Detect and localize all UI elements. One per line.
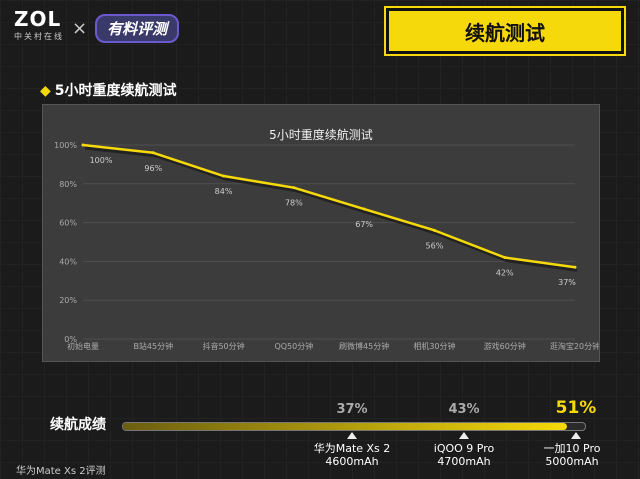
x-tick-label: B站45分钟	[133, 341, 173, 351]
data-point	[503, 256, 507, 260]
device-battery: 4700mAh	[437, 455, 491, 468]
footer-caption: 华为Mate Xs 2评测	[16, 466, 106, 477]
data-label: 67%	[355, 220, 373, 229]
device-battery: 4600mAh	[325, 455, 379, 468]
y-tick-label: 20%	[59, 296, 77, 305]
data-label: 42%	[496, 269, 514, 278]
data-label: 84%	[215, 187, 233, 196]
score-percent: 43%	[448, 402, 480, 417]
device-name: iQOO 9 Pro	[433, 442, 495, 455]
x-tick-label: 逛淘宝20分钟	[550, 341, 599, 351]
data-point	[222, 174, 226, 178]
score-marker-icon	[459, 432, 469, 439]
data-point	[151, 151, 155, 155]
score-marker-icon	[571, 432, 581, 439]
device-label: iQOO 9 Pro 4700mAh	[434, 442, 494, 468]
series-line	[82, 143, 576, 269]
score-label: 续航成绩	[50, 417, 106, 433]
chart-title: 5小时重度续航测试	[269, 127, 373, 142]
score-marker-icon	[347, 432, 357, 439]
device-name: 一加10 Pro	[543, 442, 601, 455]
data-point	[362, 207, 366, 211]
data-label: 96%	[144, 164, 162, 173]
score-track	[122, 422, 586, 431]
data-label: 78%	[285, 199, 303, 208]
x-tick-label: 抖音50分钟	[202, 341, 244, 351]
data-point	[573, 265, 577, 269]
section-title: 5小时重度续航测试	[54, 83, 177, 99]
page-title: 续航测试	[386, 8, 624, 54]
zol-logo-subtitle: 中关村在线	[14, 32, 64, 41]
zol-logo-text: ZOL	[14, 7, 62, 31]
data-label: 37%	[558, 278, 576, 287]
data-point	[292, 186, 296, 190]
x-tick-label: 刷微博45分钟	[339, 341, 389, 351]
battery-line-chart: 5小时重度续航测试 0% 20% 40% 60% 80% 100% 初始电量 B站45分钟 抖音5…	[54, 127, 599, 351]
x-tick-label: QQ50分钟	[274, 341, 313, 351]
x-tick-label: 相机30分钟	[413, 341, 455, 351]
collab-logo: 有料评测	[95, 13, 180, 43]
score-percent: 51%	[555, 398, 597, 418]
times-separator: ×	[72, 17, 88, 39]
y-tick-label: 100%	[54, 141, 77, 150]
device-battery: 5000mAh	[545, 455, 599, 468]
line-chart-card: 5小时重度续航测试 0% 20% 40% 60% 80% 100% 初始电量 B站45分钟 抖音5…	[42, 104, 600, 362]
device-name: 华为Mate Xs 2	[313, 442, 391, 455]
score-track-fill	[123, 423, 567, 430]
y-tick-label: 80%	[59, 180, 77, 189]
series-line-shadow	[84, 146, 578, 272]
y-tick-label: 60%	[59, 219, 77, 228]
bullet-icon: ◆	[40, 83, 51, 99]
y-tick-label: 40%	[59, 257, 77, 266]
data-point	[432, 228, 436, 232]
y-tick-label: 0%	[64, 335, 77, 344]
score-percent: 37%	[336, 402, 368, 417]
device-label: 华为Mate Xs 2 4600mAh	[314, 442, 391, 468]
data-label: 100%	[90, 156, 113, 165]
x-tick-label: 游戏60分钟	[484, 341, 526, 351]
zol-logo: ZOL 中关村在线	[14, 7, 64, 46]
data-point	[81, 143, 85, 147]
data-label: 56%	[426, 241, 444, 250]
device-label: 一加10 Pro 5000mAh	[544, 442, 601, 468]
section-heading: ◆ 5小时重度续航测试	[40, 80, 177, 100]
x-tick-label: 初始电量	[67, 341, 99, 351]
brand-area: ZOL 中关村在线 × 有料评测	[14, 7, 180, 46]
